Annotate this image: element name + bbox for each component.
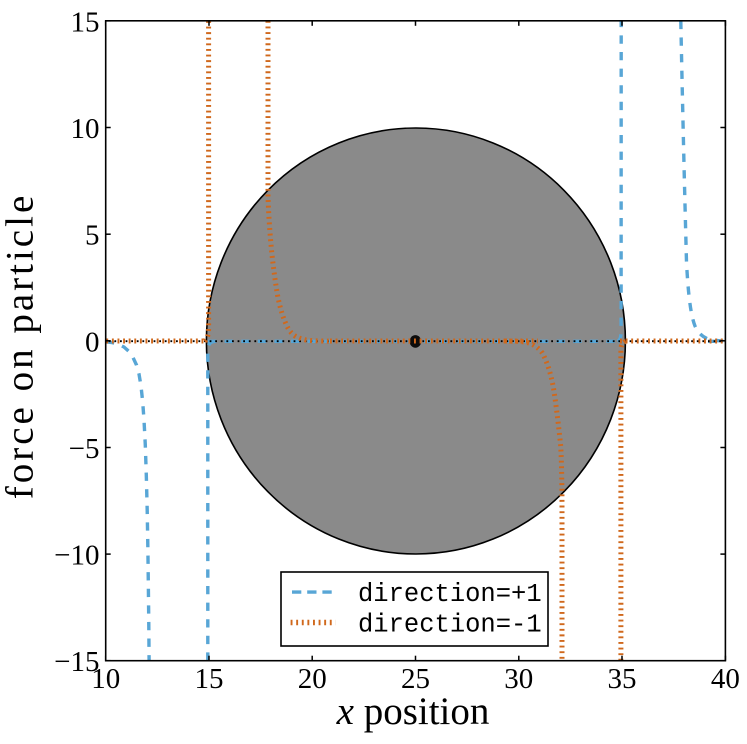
svg-text:−10: −10 xyxy=(54,540,99,572)
svg-text:10: 10 xyxy=(91,663,120,695)
svg-text:−15: −15 xyxy=(54,646,99,678)
svg-text:25: 25 xyxy=(401,663,430,695)
svg-text:−5: −5 xyxy=(69,433,100,465)
svg-text:10: 10 xyxy=(71,113,100,145)
svg-text:force on particle: force on particle xyxy=(0,193,42,500)
svg-text:35: 35 xyxy=(608,663,637,695)
svg-text:direction=+1: direction=+1 xyxy=(358,580,542,609)
svg-text:0: 0 xyxy=(85,326,100,358)
svg-text:direction=-1: direction=-1 xyxy=(358,611,542,640)
svg-text:5: 5 xyxy=(85,220,100,252)
svg-text:30: 30 xyxy=(504,663,533,695)
svg-text:x position: x position xyxy=(336,690,490,733)
svg-text:20: 20 xyxy=(298,663,327,695)
svg-text:15: 15 xyxy=(195,663,224,695)
svg-text:40: 40 xyxy=(711,663,740,695)
svg-text:15: 15 xyxy=(71,6,100,38)
